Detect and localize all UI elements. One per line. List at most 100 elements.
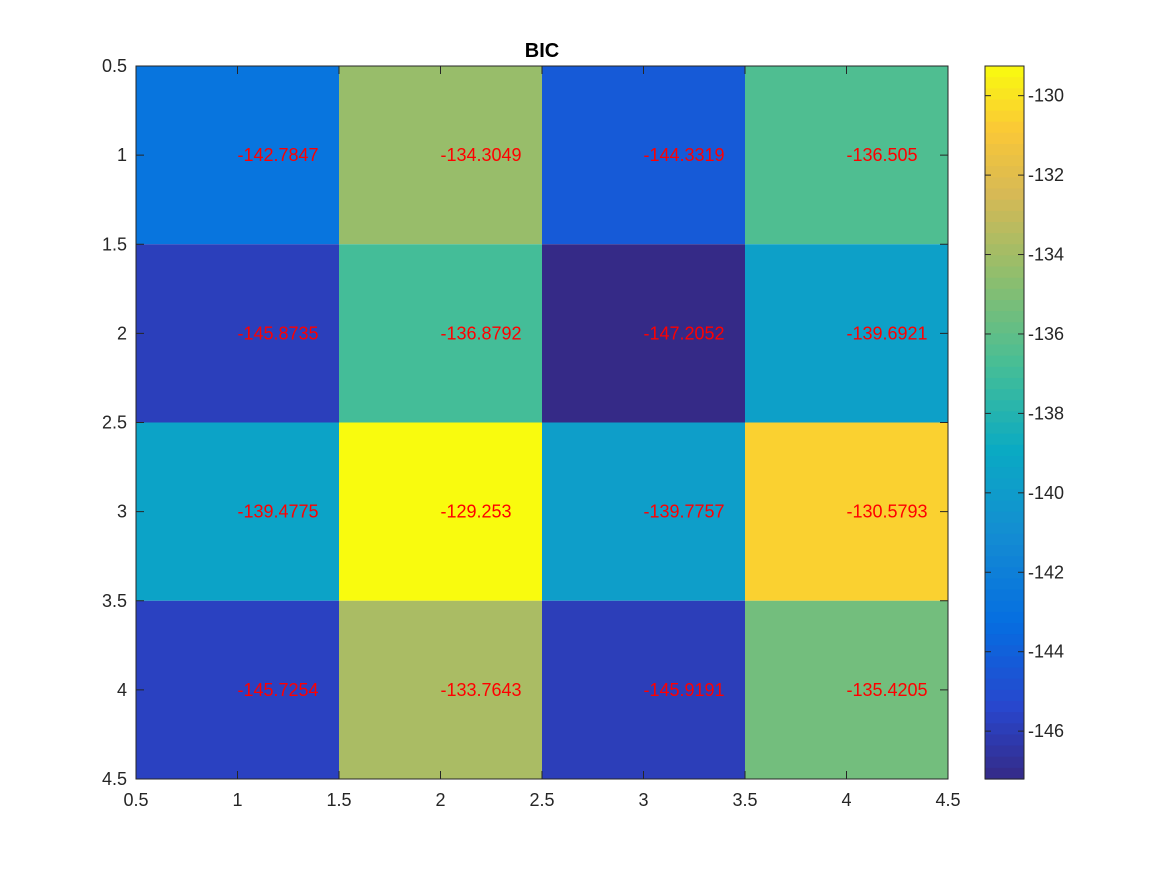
colorbar-segment — [985, 77, 1024, 89]
heatmap-cell — [339, 600, 542, 779]
colorbar-segment — [985, 433, 1024, 446]
colorbar-segment — [985, 589, 1024, 602]
colorbar-segment — [985, 311, 1024, 323]
colorbar-segment — [985, 244, 1024, 256]
colorbar-segment — [985, 545, 1024, 557]
colorbar-segment — [985, 199, 1024, 212]
x-tick-label: 4 — [841, 790, 851, 810]
colorbar-segment — [985, 299, 1024, 312]
y-tick-label: 1 — [117, 145, 127, 165]
colorbar-segment — [985, 188, 1024, 201]
y-tick-label: 0.5 — [102, 56, 127, 76]
colorbar-segment — [985, 255, 1024, 268]
colorbar-segment — [985, 288, 1024, 301]
colorbar-segment — [985, 132, 1024, 145]
colorbar-segment — [985, 66, 1024, 78]
heatmap-cell — [136, 66, 339, 245]
colorbar-segment — [985, 355, 1024, 368]
colorbar-segment — [985, 221, 1024, 234]
heatmap-cell — [339, 422, 542, 601]
colorbar-segment — [985, 166, 1024, 179]
cell-value-label: -135.4205 — [847, 680, 928, 700]
heatmap-cell — [339, 66, 542, 245]
colorbar-frame — [984, 65, 1025, 780]
x-tick-label: 2.5 — [529, 790, 554, 810]
colorbar-segment — [985, 522, 1024, 535]
heatmap-cell — [542, 600, 745, 779]
colorbar-segment — [985, 444, 1024, 457]
colorbar-segment — [985, 689, 1024, 702]
cell-value-label: -133.7643 — [441, 680, 522, 700]
colorbar-segment — [985, 611, 1024, 624]
colorbar-segment — [985, 623, 1024, 635]
colorbar-segment — [985, 667, 1024, 680]
colorbar: -146 -144 -142 -140 -138 -136 -134 -132 -130 — [984, 65, 1064, 780]
colorbar-tick-label: -130 — [1028, 86, 1064, 106]
heatmap-cell — [136, 244, 339, 423]
colorbar-segment — [985, 533, 1024, 546]
colorbar-segment — [985, 712, 1024, 724]
heatmap-cell — [745, 422, 948, 601]
colorbar-segment — [985, 745, 1024, 758]
x-tick-label: 1.5 — [326, 790, 351, 810]
colorbar-segment — [985, 767, 1024, 780]
colorbar-segment — [985, 322, 1024, 334]
x-tick-label: 3 — [638, 790, 648, 810]
cell-value-label: -139.7757 — [644, 502, 725, 522]
heatmap-cell — [542, 422, 745, 601]
x-tick-label: 0.5 — [123, 790, 148, 810]
colorbar-segment — [985, 400, 1024, 412]
heatmap-cell — [745, 244, 948, 423]
y-tick-label: 2 — [117, 323, 127, 343]
colorbar-segment — [985, 333, 1024, 346]
colorbar-segment — [985, 210, 1024, 223]
cell-value-label: -142.7847 — [238, 145, 319, 165]
y-tick-label: 1.5 — [102, 234, 127, 254]
y-tick-label: 3.5 — [102, 591, 127, 611]
colorbar-segment — [985, 556, 1024, 568]
colorbar-segment — [985, 121, 1024, 134]
x-tick-label: 3.5 — [732, 790, 757, 810]
heatmap-cell — [542, 66, 745, 245]
colorbar-segment — [985, 600, 1024, 613]
x-tick-label: 4.5 — [935, 790, 960, 810]
colorbar-tick-label: -146 — [1028, 721, 1064, 741]
colorbar-segment — [985, 177, 1024, 190]
cell-value-label: -139.4775 — [238, 502, 319, 522]
colorbar-tick-label: -132 — [1028, 165, 1064, 185]
cell-value-label: -139.6921 — [847, 323, 928, 343]
x-axis: 0.5 1 1.5 2 2.5 3 3.5 4 4.5 — [123, 66, 961, 810]
colorbar-segment — [985, 389, 1024, 401]
plot-frame — [135, 65, 949, 780]
colorbar-segment — [985, 143, 1024, 156]
colorbar-segment — [985, 701, 1024, 713]
colorbar-segment — [985, 634, 1024, 646]
heatmap-cell — [339, 244, 542, 423]
heatmap-cells — [136, 66, 948, 779]
colorbar-segment — [985, 377, 1024, 390]
heatmap-cell — [136, 600, 339, 779]
heatmap-cell — [745, 600, 948, 779]
y-tick-label: 4 — [117, 680, 127, 700]
cell-value-label: -147.2052 — [644, 323, 725, 343]
colorbar-segment — [985, 277, 1024, 290]
colorbar-tick-label: -136 — [1028, 324, 1064, 344]
x-tick-label: 1 — [232, 790, 242, 810]
colorbar-segment — [985, 110, 1024, 123]
colorbar-segment — [985, 266, 1024, 279]
colorbar-tick-label: -138 — [1028, 403, 1064, 423]
colorbar-segment — [985, 567, 1024, 580]
colorbar-segment — [985, 411, 1024, 424]
colorbar-segment — [985, 478, 1024, 490]
heatmap-cell — [745, 66, 948, 245]
colorbar-segment — [985, 88, 1024, 101]
cell-value-label: -136.8792 — [441, 323, 522, 343]
colorbar-segment — [985, 578, 1024, 591]
colorbar-segment — [985, 511, 1024, 524]
colorbar-segment — [985, 734, 1024, 747]
cell-value-label: -136.505 — [847, 145, 918, 165]
y-axis: 0.5 1 1.5 2 2.5 3 3.5 4 4.5 — [102, 56, 948, 789]
cell-value-label: -130.5793 — [847, 502, 928, 522]
colorbar-segment — [985, 500, 1024, 513]
colorbar-segment — [985, 467, 1024, 479]
